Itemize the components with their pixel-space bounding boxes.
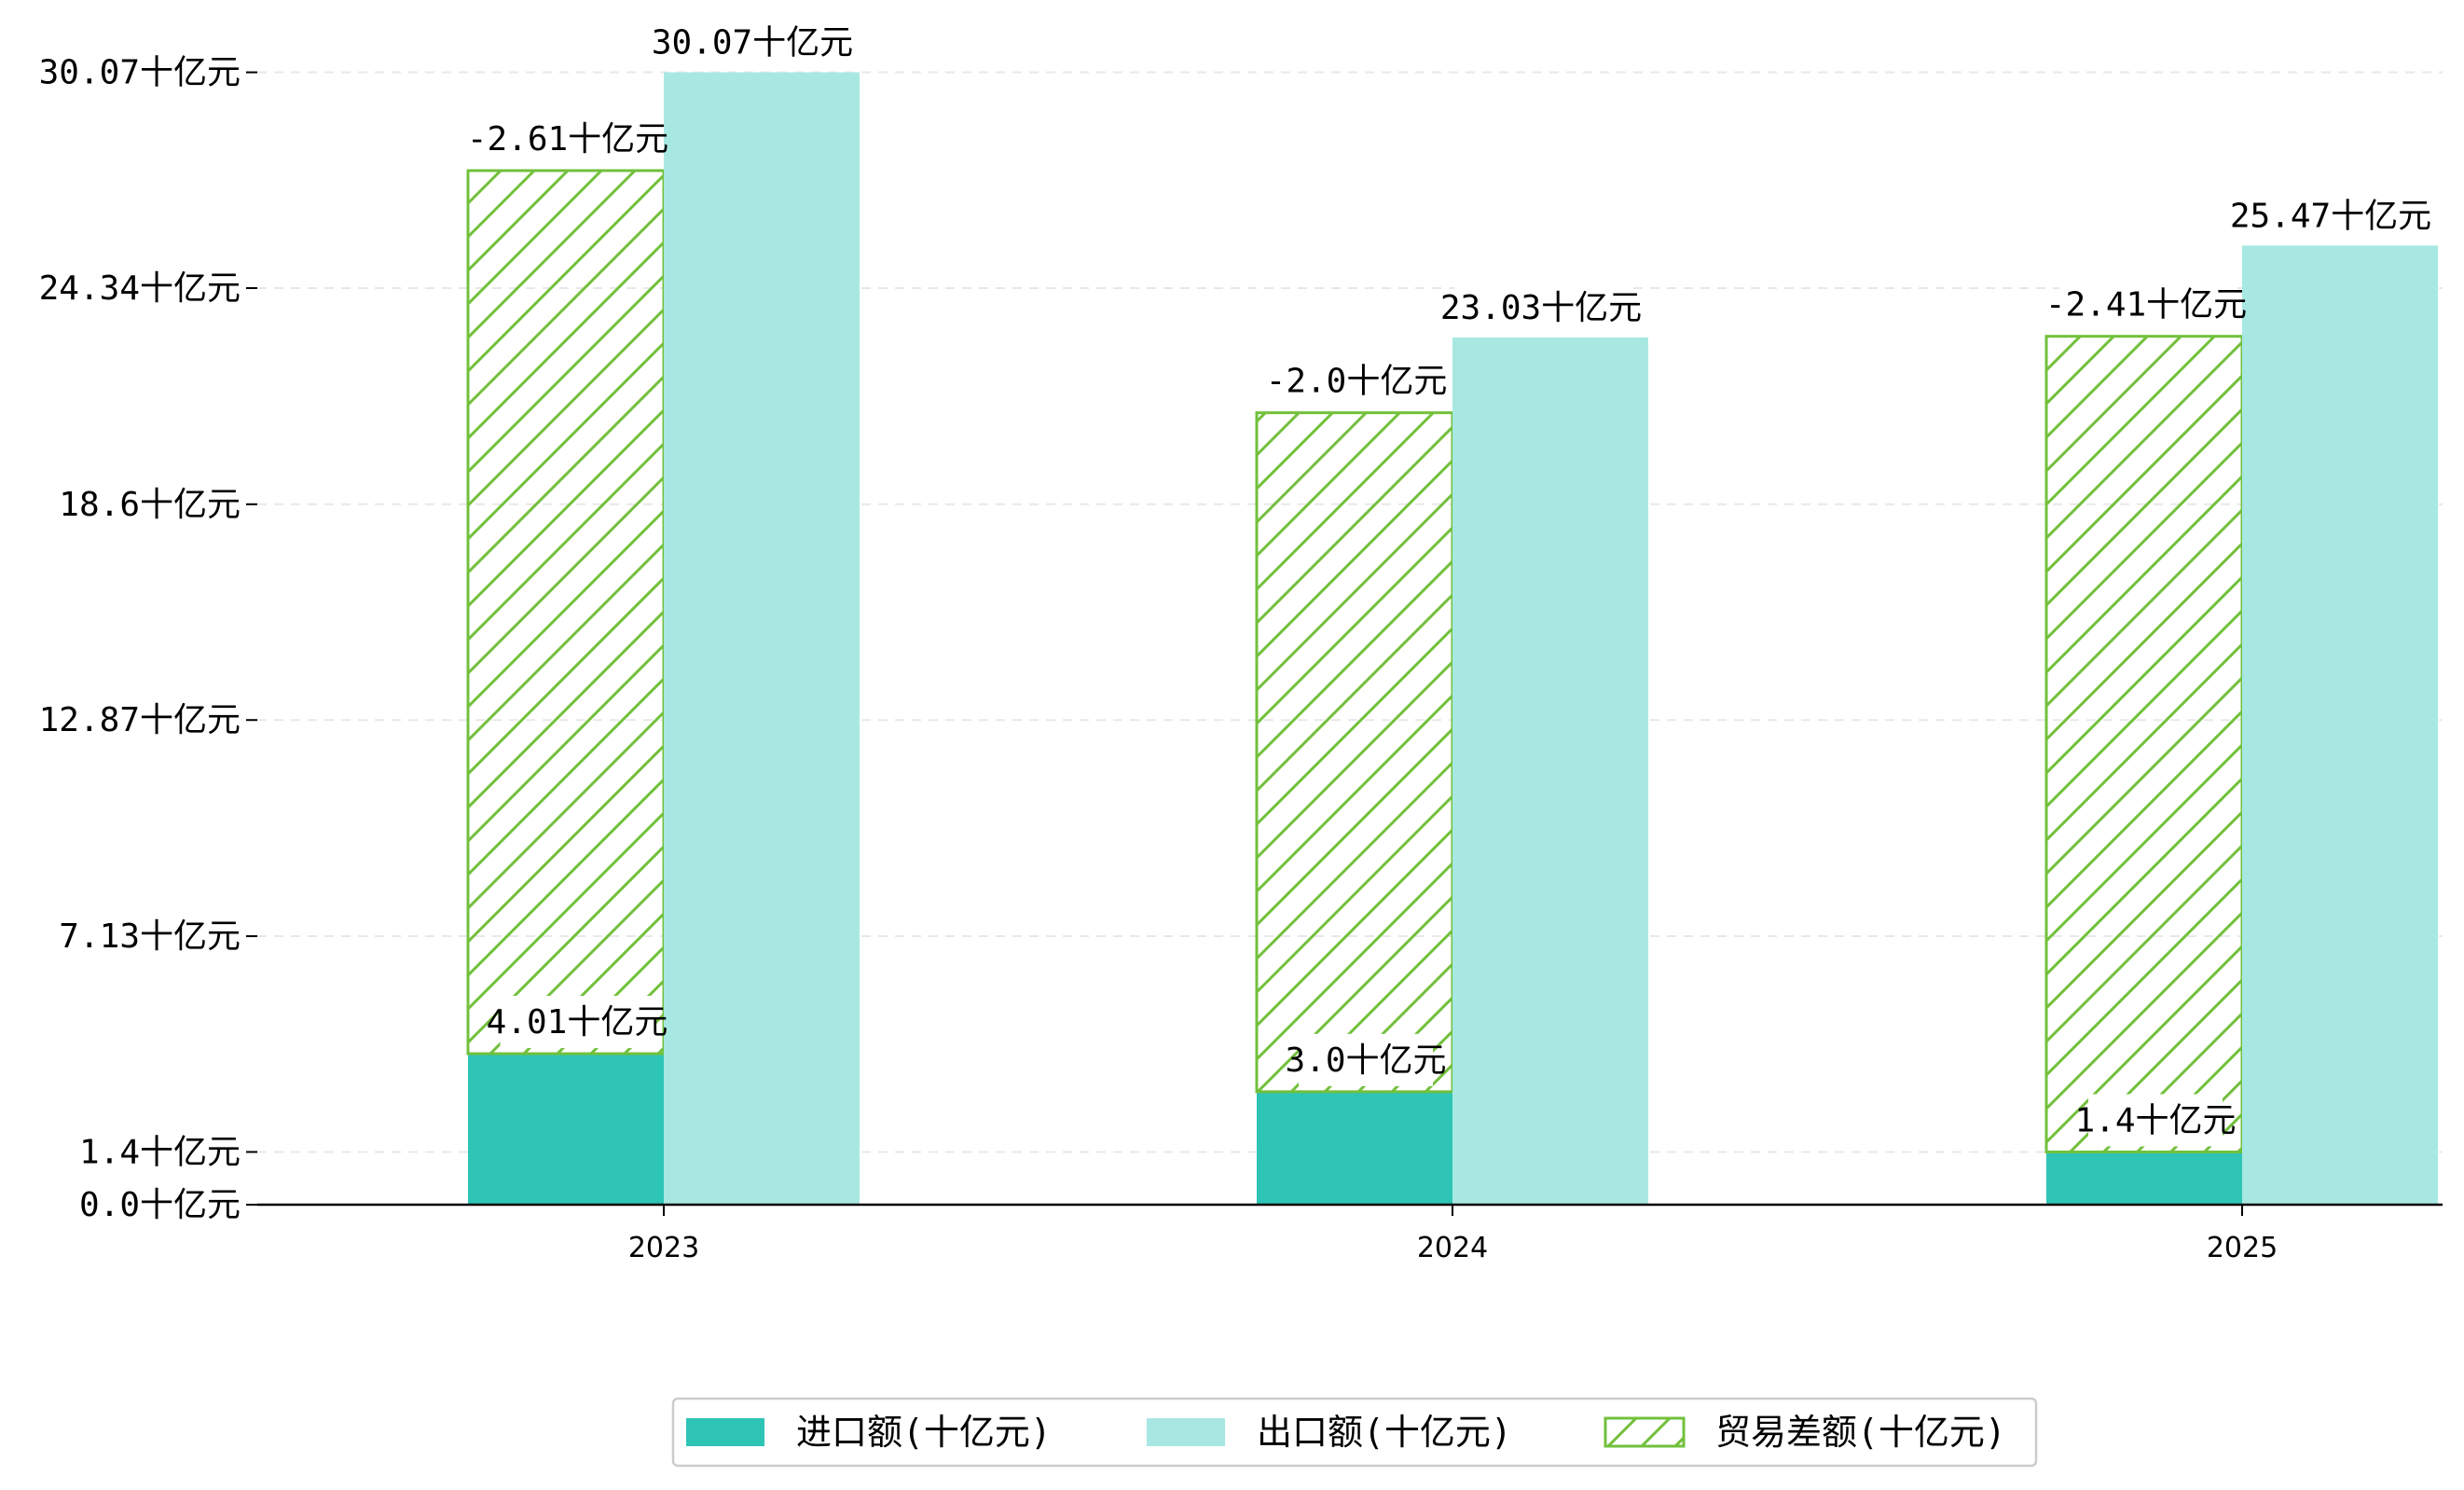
balance-bar <box>2044 335 2244 1153</box>
balance-data-label: -2.61十亿元 <box>467 120 668 159</box>
balance-data-label-bg <box>1279 354 1434 407</box>
x-tick-label: 2024 <box>1417 1232 1488 1264</box>
import-bar <box>1257 1091 1452 1205</box>
legend-label: 贸易差额(十亿元) <box>1715 1412 2006 1453</box>
import-data-label: 4.01十亿元 <box>487 1003 668 1042</box>
export-bar <box>2242 245 2438 1206</box>
import-bar <box>2046 1152 2242 1205</box>
balance-bar <box>1255 411 1454 1094</box>
y-tick-label: 30.07十亿元 <box>39 54 241 92</box>
import-data-label-bg <box>1299 1033 1433 1086</box>
legend-swatch-import <box>686 1418 764 1446</box>
y-tick-label: 18.6十亿元 <box>59 486 241 524</box>
legend-swatch-balance <box>1604 1416 1686 1448</box>
bars <box>466 72 2438 1206</box>
import-data-label: 3.0十亿元 <box>1285 1042 1446 1080</box>
export-data-label-bg <box>1454 281 1628 334</box>
balance-bar <box>466 169 666 1055</box>
legend-label: 出口额(十亿元) <box>1257 1412 1512 1453</box>
export-data-label-bg <box>2244 189 2417 242</box>
y-tick-label: 7.13十亿元 <box>59 917 241 956</box>
balance-data-label: -2.0十亿元 <box>1266 363 1448 401</box>
import-data-label-bg <box>2088 1094 2223 1147</box>
axes: 0.0十亿元 1.4十亿元 7.13十亿元 12.87十亿元 18.6十亿元 24.34十… <box>39 54 2443 1264</box>
legend-box <box>671 1397 2038 1468</box>
export-data-label: 25.47十亿元 <box>2230 197 2431 235</box>
legend-label: 进口额(十亿元) <box>796 1412 1052 1453</box>
data-labels: 30.07十亿元 -2.61十亿元 4.01十亿元 23.03十亿元 -2.0十亿元 3.… <box>467 16 2431 1147</box>
balance-data-label: -2.41十亿元 <box>2045 286 2247 324</box>
import-data-label-bg <box>500 996 654 1049</box>
export-data-label-bg <box>666 16 839 69</box>
export-bar <box>1452 337 1648 1206</box>
legend: 进口额(十亿元) 出口额(十亿元) 贸易差额(十亿元) <box>671 1397 2038 1468</box>
y-tick-label: 0.0十亿元 <box>79 1186 241 1224</box>
x-tick-label: 2025 <box>2207 1232 2278 1264</box>
balance-data-label-bg <box>2059 278 2233 331</box>
balance-data-label-bg <box>481 112 654 165</box>
import-bar <box>468 1054 664 1205</box>
export-data-label: 23.03十亿元 <box>1440 289 1642 327</box>
y-tick-label: 24.34十亿元 <box>39 269 241 308</box>
import-data-label: 1.4十亿元 <box>2074 1101 2236 1139</box>
legend-swatch-export <box>1147 1418 1225 1446</box>
x-tick-label: 2023 <box>628 1232 699 1264</box>
export-bar <box>664 72 860 1205</box>
y-tick-label: 1.4十亿元 <box>79 1133 241 1171</box>
export-data-label: 30.07十亿元 <box>652 24 853 62</box>
y-tick-label: 12.87十亿元 <box>39 701 241 739</box>
